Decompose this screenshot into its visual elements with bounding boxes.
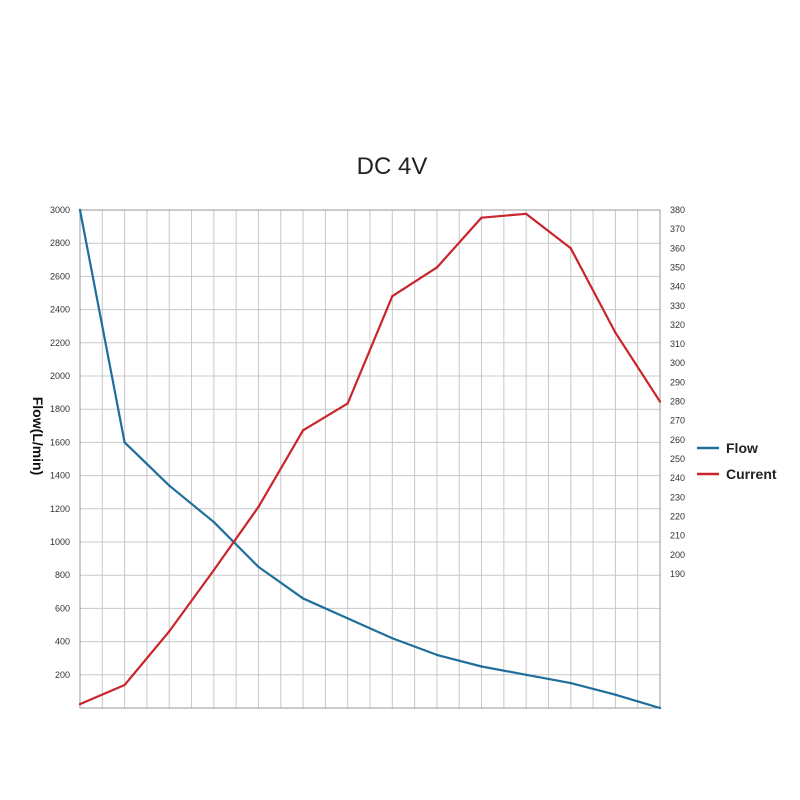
right-tick-label: 280 (670, 397, 685, 407)
right-tick-label: 320 (670, 320, 685, 330)
right-tick-label: 230 (670, 492, 685, 502)
right-tick-label: 290 (670, 377, 685, 387)
right-tick-label: 300 (670, 358, 685, 368)
left-axis-ticks: 200 400 600 800 1000 1200 1400 1600 1800 2000 2200… (50, 205, 70, 680)
legend: Flow Current (697, 440, 777, 482)
data-point-flow (435, 653, 439, 657)
legend-label-current: Current (726, 466, 777, 482)
right-tick-label: 310 (670, 339, 685, 349)
right-tick-label: 190 (670, 569, 685, 579)
right-tick-label: 240 (670, 473, 685, 483)
data-point-flow (346, 617, 349, 620)
right-tick-label: 220 (670, 511, 685, 521)
left-tick-label: 2400 (50, 305, 70, 315)
right-tick-label: 210 (670, 531, 685, 541)
plot-frame (79, 209, 661, 709)
data-point-current (257, 505, 260, 509)
data-point-current (391, 294, 394, 298)
data-point-flow (524, 673, 528, 676)
left-tick-label: 1200 (50, 504, 70, 514)
data-point-flow (301, 597, 305, 600)
data-point-current (123, 683, 126, 687)
data-point-flow (614, 693, 617, 696)
series-layer (78, 208, 662, 710)
data-point-flow (123, 441, 126, 444)
data-point-flow (391, 637, 394, 640)
right-tick-label: 370 (670, 224, 685, 234)
left-tick-label: 1600 (50, 437, 70, 447)
data-point-flow (168, 484, 171, 487)
data-point-current (524, 212, 528, 216)
data-point-current (301, 429, 305, 432)
data-point-current (658, 400, 662, 403)
left-tick-label: 400 (55, 637, 70, 647)
right-tick-label: 340 (670, 282, 685, 292)
left-tick-label: 1800 (50, 404, 70, 414)
right-tick-label: 330 (670, 301, 685, 311)
data-point-flow (658, 706, 662, 710)
left-tick-label: 1000 (50, 537, 70, 547)
data-point-current (78, 702, 82, 706)
series-line-current (79, 212, 661, 706)
right-axis-ticks: 190 200 210 220 230 240 250 260 270 280 290 300 310 3… (670, 205, 685, 579)
left-tick-label: 2000 (50, 371, 70, 381)
legend-label-flow: Flow (726, 440, 758, 456)
data-point-flow (212, 520, 216, 524)
right-tick-label: 380 (670, 205, 685, 215)
data-point-current (346, 402, 349, 405)
data-point-current (614, 331, 617, 334)
y-axis-label: Flow(L/min) (30, 397, 46, 476)
left-tick-label: 800 (55, 570, 70, 580)
right-tick-label: 200 (670, 550, 685, 560)
data-point-current (480, 216, 483, 219)
right-tick-label: 350 (670, 262, 685, 272)
data-point-current (569, 247, 572, 250)
left-tick-label: 600 (55, 603, 70, 613)
right-tick-label: 260 (670, 435, 685, 445)
right-tick-label: 360 (670, 243, 685, 253)
grid (79, 209, 661, 709)
left-tick-label: 2600 (50, 271, 70, 281)
left-tick-label: 1400 (50, 471, 70, 481)
right-tick-label: 270 (670, 416, 685, 426)
data-point-current (168, 630, 171, 633)
left-tick-label: 2200 (50, 338, 70, 348)
chart-title: DC 4V (357, 153, 428, 180)
series-line-flow (78, 209, 661, 710)
right-tick-label: 250 (670, 454, 685, 464)
data-point-flow (78, 208, 82, 212)
left-tick-label: 3000 (50, 205, 70, 215)
data-point-current (212, 568, 216, 572)
left-tick-label: 200 (55, 670, 70, 680)
data-point-current (435, 266, 439, 269)
data-point-flow (257, 565, 260, 569)
data-point-flow (480, 665, 483, 668)
data-point-flow (569, 681, 572, 685)
left-tick-label: 2800 (50, 238, 70, 248)
